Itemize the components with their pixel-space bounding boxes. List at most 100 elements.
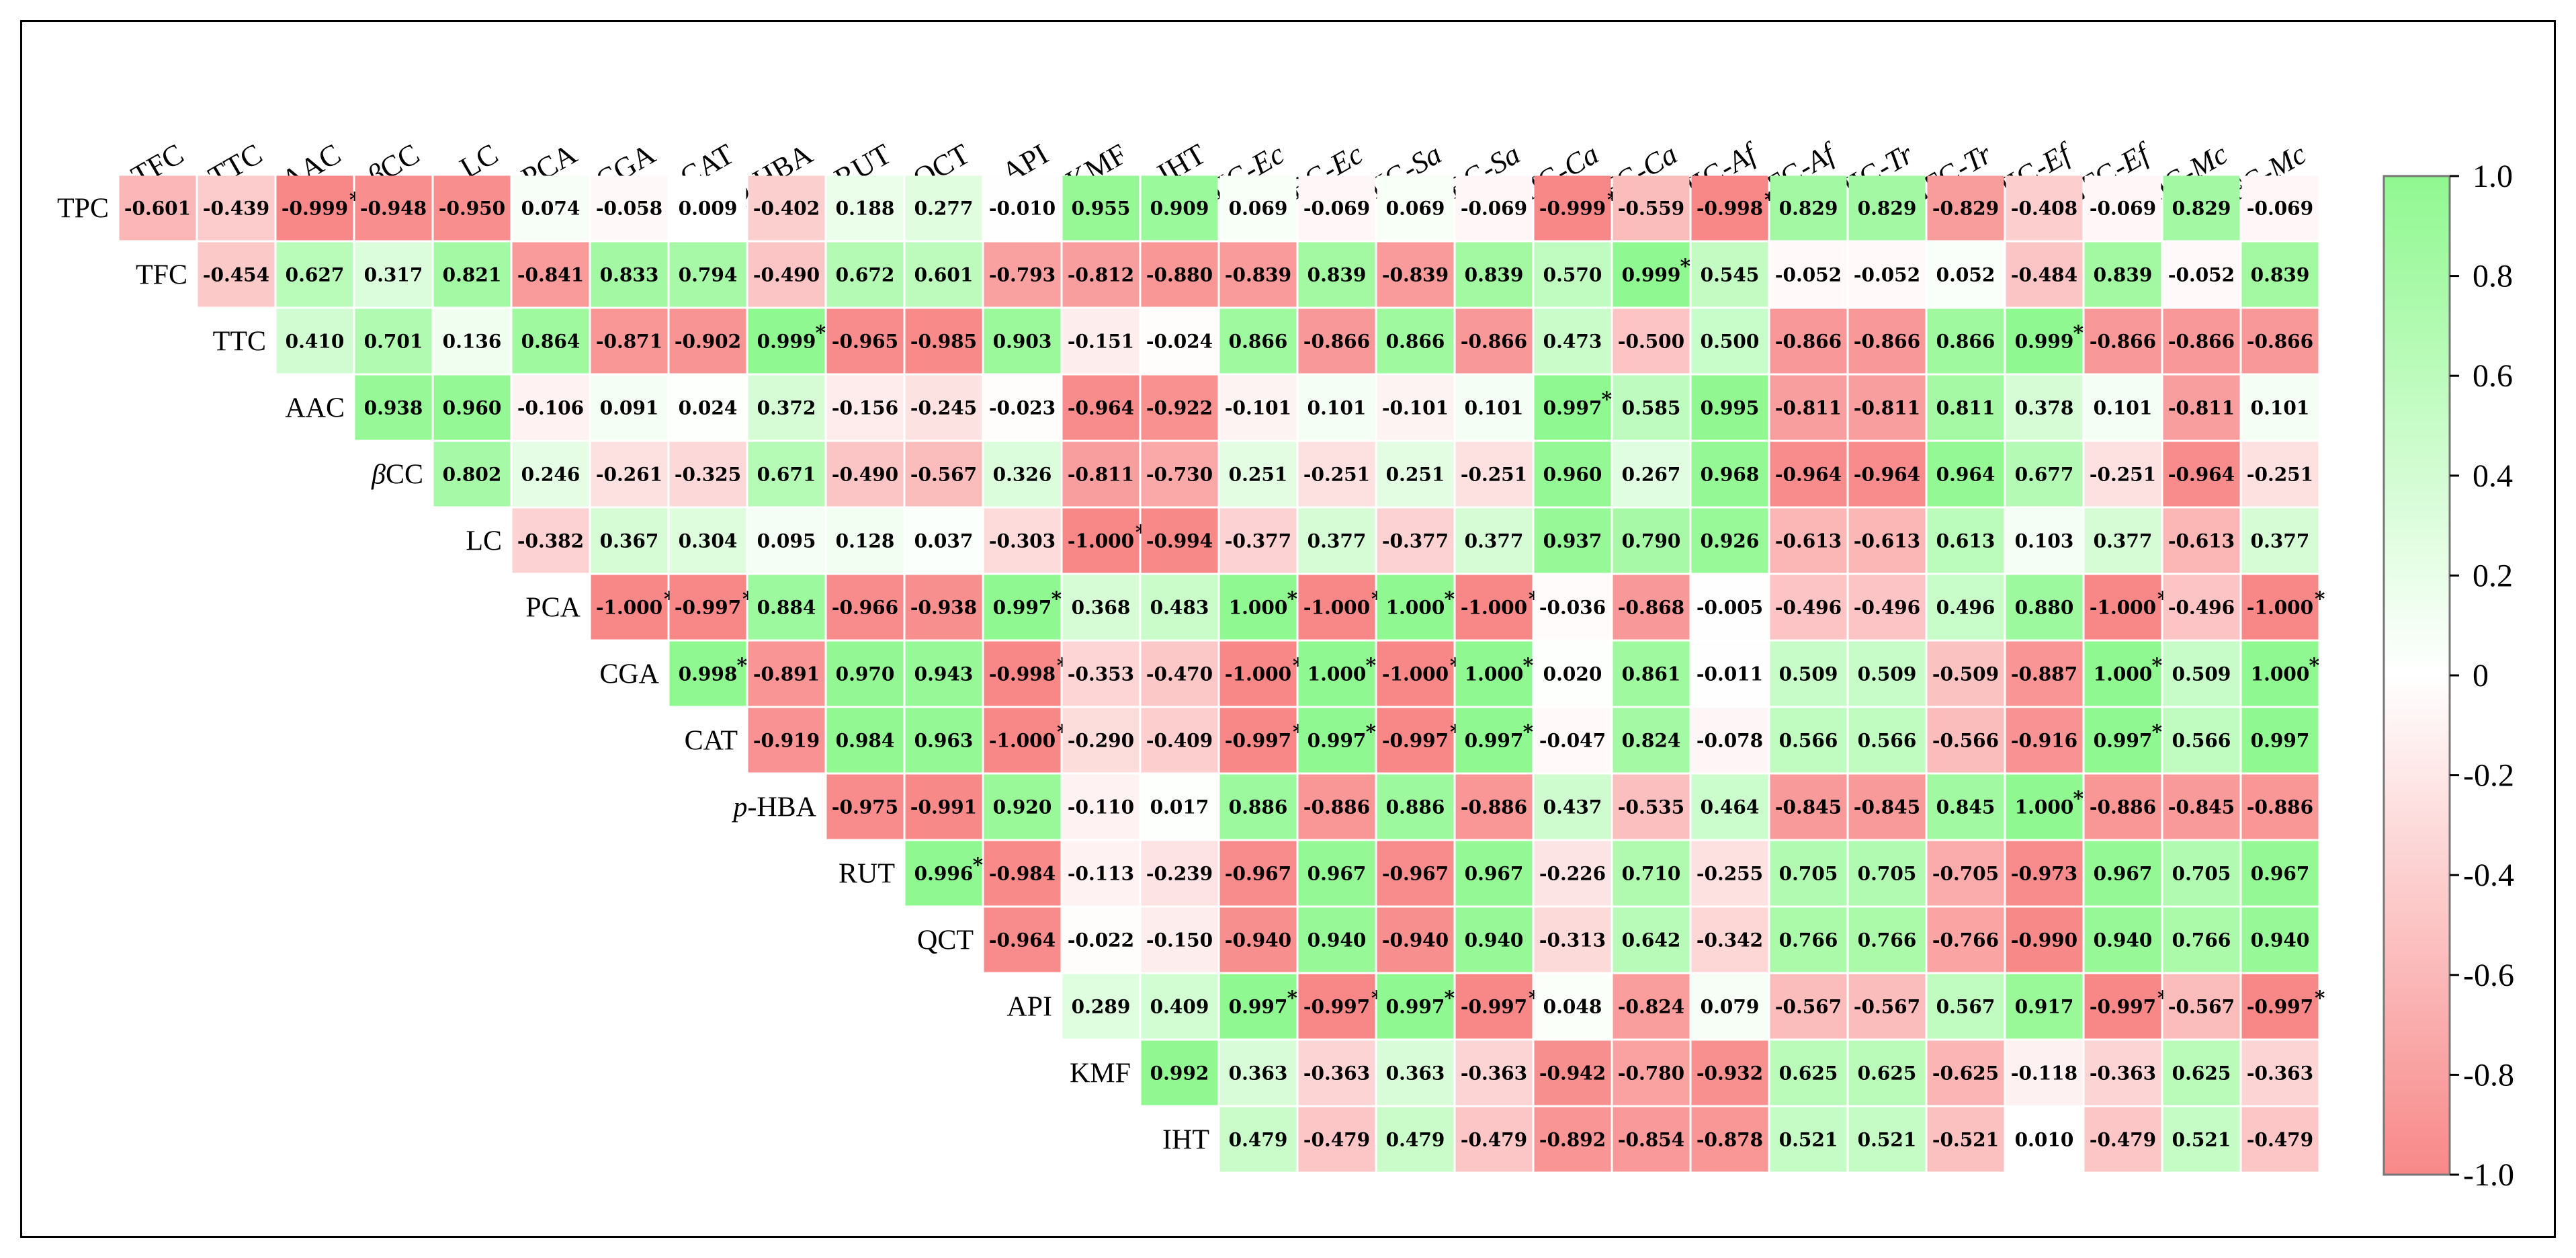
cell-value: 0.968 xyxy=(1701,464,1760,486)
heatmap-cell xyxy=(1848,1040,1926,1105)
cell-value: -0.967 xyxy=(1382,863,1449,885)
cell-value: 0.377 xyxy=(2094,530,2153,552)
heatmap-cell xyxy=(1219,774,1297,839)
cell-value: 0.566 xyxy=(1779,730,1838,752)
heatmap-cell xyxy=(984,841,1061,906)
heatmap-cell xyxy=(1927,308,2004,374)
cell-value: 0.567 xyxy=(1936,996,1995,1018)
row-label: PCA xyxy=(525,593,581,624)
heatmap-cell xyxy=(2241,375,2319,440)
significance-marker: * xyxy=(1287,588,1298,612)
heatmap-cell xyxy=(2241,641,2319,706)
cell-value: -1.000 xyxy=(1382,663,1449,685)
heatmap-cell xyxy=(1927,175,2004,241)
colorbar: 1.0 0.8 0.6 0.4 0.2 0 -0.2 -0.4 -0.6 -0.8 -1.0 xyxy=(2382,159,2514,1193)
cell-value: -0.887 xyxy=(2011,663,2077,685)
cell-value: -0.023 xyxy=(989,397,1056,419)
heatmap-cell xyxy=(2084,907,2161,972)
heatmap-cell xyxy=(1455,774,1533,839)
heatmap-cell xyxy=(591,308,668,374)
heatmap-cell xyxy=(1848,242,1926,307)
cell-value: -0.069 xyxy=(2090,198,2156,220)
heatmap-cell xyxy=(984,575,1061,640)
heatmap-cell xyxy=(1927,841,2004,906)
cell-value: -0.730 xyxy=(1146,464,1213,486)
cell-value: -0.886 xyxy=(2090,796,2156,819)
cell-value: -0.470 xyxy=(1146,663,1213,685)
heatmap-cell xyxy=(1377,242,1454,307)
heatmap-cell xyxy=(1141,242,1218,307)
heatmap-cell xyxy=(1848,508,1926,573)
heatmap-cell xyxy=(1770,974,1847,1039)
row-label: IHT xyxy=(1162,1125,1209,1156)
cell-value: 0.940 xyxy=(2251,929,2310,952)
cell-value: 0.326 xyxy=(993,464,1052,486)
cell-value: -0.150 xyxy=(1146,929,1213,952)
cell-value: -0.886 xyxy=(1303,796,1370,819)
heatmap-cell xyxy=(1613,308,1690,374)
cell-value: 0.866 xyxy=(1936,331,1995,353)
cell-value: -0.024 xyxy=(1146,331,1213,353)
heatmap-cell xyxy=(1613,508,1690,573)
cell-value: -0.377 xyxy=(1382,530,1449,552)
cell-value: -1.000 xyxy=(2090,597,2156,619)
heatmap-cell xyxy=(2006,974,2083,1039)
heatmap-cell xyxy=(984,175,1061,241)
heatmap-cell xyxy=(984,708,1061,773)
heatmap-cell xyxy=(826,175,904,241)
heatmap-cell xyxy=(1927,974,2004,1039)
cell-value: -1.000 xyxy=(1303,597,1370,619)
cell-value: -0.922 xyxy=(1146,397,1213,419)
heatmap-cell xyxy=(1770,774,1847,839)
significance-marker: * xyxy=(1523,721,1534,745)
cell-value: -0.058 xyxy=(596,198,662,220)
cell-value: 0.984 xyxy=(836,730,895,752)
row-label: p-HBA xyxy=(731,792,816,823)
cell-value: 0.861 xyxy=(1622,663,1681,685)
significance-marker: * xyxy=(2073,322,2084,345)
cell-value: -0.866 xyxy=(2090,331,2156,353)
heatmap-cell xyxy=(1613,774,1690,839)
heatmap-cell xyxy=(905,442,982,507)
heatmap-cell xyxy=(1770,907,1847,972)
cell-value: -0.479 xyxy=(2247,1129,2313,1151)
heatmap-cell xyxy=(1219,708,1297,773)
cell-value: 0.920 xyxy=(993,796,1052,819)
cell-value: -0.010 xyxy=(989,198,1056,220)
heatmap-cell xyxy=(1377,442,1454,507)
heatmap-cell xyxy=(1377,907,1454,972)
heatmap-cell xyxy=(1219,907,1297,972)
cell-value: 0.048 xyxy=(1543,996,1602,1018)
cell-value: -0.997 xyxy=(675,597,741,619)
significance-marker: * xyxy=(2315,588,2325,612)
cell-value: 0.103 xyxy=(2015,530,2074,552)
heatmap-cell xyxy=(1298,1040,1375,1105)
cell-value: -0.932 xyxy=(1697,1062,1763,1085)
cell-value: 0.829 xyxy=(1858,198,1917,220)
heatmap-cell xyxy=(1377,1040,1454,1105)
cell-value: -1.000 xyxy=(1225,663,1291,685)
heatmap-cell xyxy=(1613,841,1690,906)
cell-value: -0.156 xyxy=(832,397,898,419)
heatmap-cell xyxy=(905,575,982,640)
heatmap-cell xyxy=(1613,1040,1690,1105)
heatmap-cell xyxy=(2006,508,2083,573)
heatmap-cell xyxy=(1377,1107,1454,1172)
cell-value: -0.303 xyxy=(989,530,1056,552)
heatmap-cell xyxy=(905,175,982,241)
cell-value: 0.997 xyxy=(993,597,1052,619)
heatmap-cell xyxy=(1770,708,1847,773)
cell-value: 0.377 xyxy=(1307,530,1367,552)
heatmap-cell xyxy=(1927,641,2004,706)
cell-value: 0.101 xyxy=(2251,397,2310,419)
heatmap-cell xyxy=(1613,175,1690,241)
significance-marker: * xyxy=(1602,388,1613,412)
cell-value: -0.069 xyxy=(1461,198,1527,220)
cell-value: 0.886 xyxy=(1229,796,1288,819)
heatmap-cell xyxy=(1219,508,1297,573)
heatmap-cell xyxy=(984,907,1061,972)
cell-value: 0.967 xyxy=(1307,863,1367,885)
significance-marker: * xyxy=(2152,655,2163,678)
heatmap-cell xyxy=(1770,175,1847,241)
cell-value: -0.509 xyxy=(1932,663,1999,685)
